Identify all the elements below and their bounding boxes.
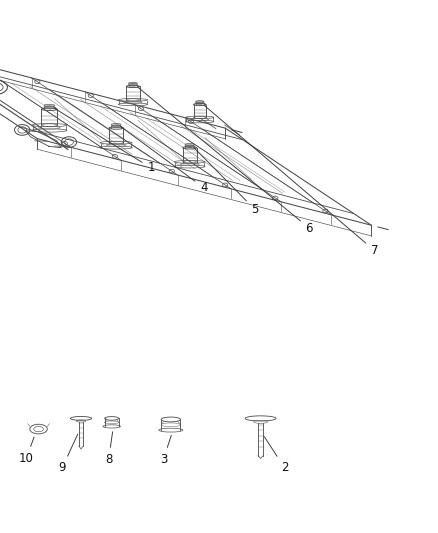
Text: 1: 1 <box>54 108 155 174</box>
Text: 5: 5 <box>194 148 258 216</box>
Text: 9: 9 <box>58 434 78 474</box>
Text: 3: 3 <box>160 435 171 466</box>
Text: 2: 2 <box>264 437 289 474</box>
Text: 7: 7 <box>204 106 378 257</box>
Text: 8: 8 <box>105 432 113 466</box>
Text: 6: 6 <box>138 87 313 235</box>
Text: 4: 4 <box>120 126 208 194</box>
Text: 10: 10 <box>19 437 34 465</box>
